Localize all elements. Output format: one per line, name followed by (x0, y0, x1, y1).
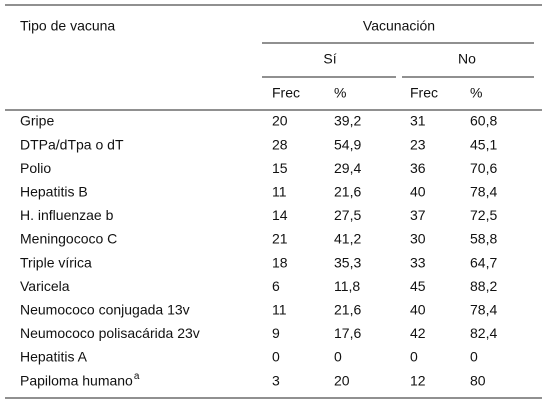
cell: 9 (272, 325, 280, 341)
cell: 0 (272, 349, 280, 365)
cell: 21,6 (334, 302, 361, 318)
row-label: Neumococo conjugada 13v (20, 302, 190, 318)
cell: 29,4 (334, 160, 361, 176)
cell: 39,2 (334, 113, 361, 129)
cell: 17,6 (334, 325, 361, 341)
cell: 40 (410, 184, 426, 200)
footnote-mark: a (134, 371, 140, 382)
cell: 0 (334, 349, 342, 365)
cell: 0 (410, 349, 418, 365)
cell: 18 (272, 254, 288, 270)
cell: 11 (272, 302, 287, 318)
cell: 45 (410, 278, 426, 294)
header-first: Tipo de vacuna (20, 18, 115, 34)
cell: 88,2 (470, 278, 497, 294)
row-label: DTPa/dTpa o dT (20, 136, 124, 152)
cell: 35,3 (334, 254, 361, 270)
cell: 23 (410, 136, 426, 152)
header-group: Vacunación (363, 18, 435, 34)
cell: 80 (470, 372, 486, 388)
row-label: Hepatitis B (20, 184, 88, 200)
cell: 20 (334, 372, 350, 388)
cell: 58,8 (470, 231, 497, 247)
cell: 28 (272, 136, 288, 152)
cell: 11,8 (334, 278, 360, 294)
cell: 6 (272, 278, 280, 294)
column-header: % (334, 85, 346, 101)
cell: 21,6 (334, 184, 361, 200)
row-label: Varicela (20, 278, 70, 294)
cell: 12 (410, 372, 426, 388)
column-header: % (470, 85, 482, 101)
cell: 33 (410, 254, 426, 270)
cell: 30 (410, 231, 426, 247)
row-label: Gripe (20, 113, 54, 129)
header-subgroup: Sí (323, 51, 336, 67)
cell: 42 (410, 325, 426, 341)
cell: 11 (272, 184, 287, 200)
cell: 70,6 (470, 160, 497, 176)
cell: 78,4 (470, 302, 497, 318)
cell: 21 (272, 231, 288, 247)
cell: 60,8 (470, 113, 497, 129)
cell: 54,9 (334, 136, 361, 152)
cell: 40 (410, 302, 426, 318)
header-subgroup: No (458, 51, 476, 67)
cell: 64,7 (470, 254, 497, 270)
cell: 15 (272, 160, 288, 176)
cell: 3 (272, 372, 280, 388)
cell: 27,5 (334, 207, 361, 223)
row-label: Triple vírica (20, 254, 92, 270)
cell: 45,1 (470, 136, 497, 152)
column-header: Frec (272, 85, 300, 101)
cell: 14 (272, 207, 288, 223)
row-label: Meningococo C (20, 231, 117, 247)
cell: 36 (410, 160, 426, 176)
row-label: Neumococo polisacárida 23v (20, 325, 200, 341)
row-label: Hepatitis A (20, 349, 88, 365)
cell: 72,5 (470, 207, 497, 223)
row-label: Polio (20, 160, 51, 176)
cell: 31 (410, 113, 426, 129)
cell: 82,4 (470, 325, 497, 341)
cell: 41,2 (334, 231, 361, 247)
row-label: H. influenzae b (20, 207, 114, 223)
cell: 78,4 (470, 184, 497, 200)
cell: 37 (410, 207, 426, 223)
column-header: Frec (410, 85, 438, 101)
row-label: Papiloma humano (20, 372, 133, 388)
cell: 20 (272, 113, 288, 129)
cell: 0 (470, 349, 478, 365)
